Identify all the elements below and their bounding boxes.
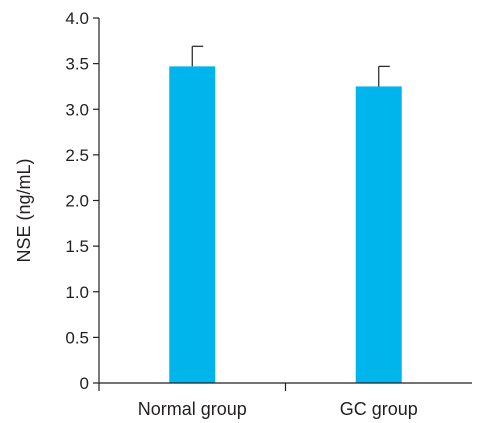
bar-normal-group — [169, 66, 216, 384]
y-tick-label: 3.0 — [65, 100, 89, 119]
y-tick-label: 4.0 — [65, 9, 89, 28]
y-axis-ticks: 0 0.5 1.0 1.5 2.0 2.5 3.0 3.5 4.0 — [65, 9, 99, 393]
bars-group — [169, 66, 402, 384]
error-bars-group — [191, 45, 390, 87]
y-tick-label: 0 — [80, 374, 89, 393]
bar-gc-group — [355, 86, 402, 383]
y-tick-label: 1.5 — [65, 237, 89, 256]
y-tick-label: 1.0 — [65, 283, 89, 302]
y-tick-label: 3.5 — [65, 55, 89, 74]
y-tick-label: 0.5 — [65, 328, 89, 347]
y-tick-label: 2.0 — [65, 192, 89, 211]
x-category-label: Normal group — [138, 399, 247, 419]
x-category-label: GC group — [340, 399, 418, 419]
y-tick-label: 2.5 — [65, 146, 89, 165]
x-axis-ticks: Normal group GC group — [98, 383, 418, 419]
y-axis-title: NSE (ng/mL) — [14, 158, 34, 262]
